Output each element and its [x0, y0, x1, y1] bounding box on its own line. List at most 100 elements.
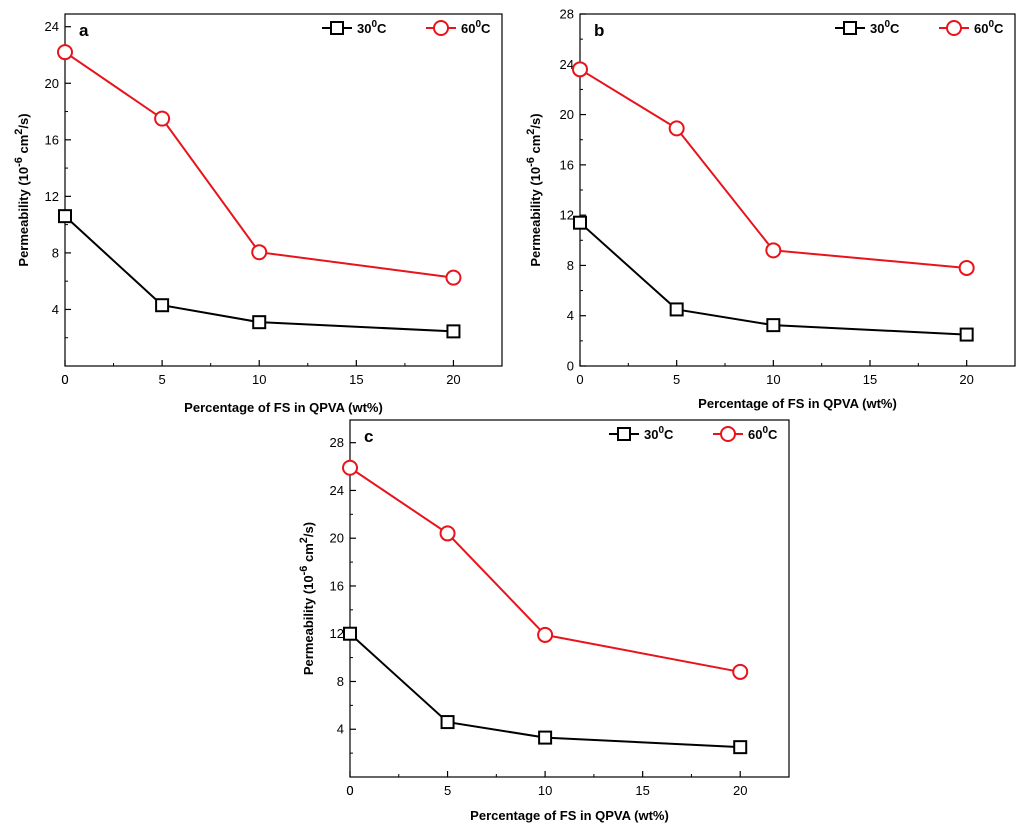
series-30-C	[58, 209, 461, 339]
x-tick-label: 5	[158, 372, 165, 387]
data-point	[669, 302, 684, 317]
legend-marker	[617, 427, 631, 441]
plot-frame	[579, 13, 1016, 367]
y-tick-label: 28	[560, 7, 574, 22]
x-tick-label: 20	[446, 372, 460, 387]
y-axis-title: Permeability (10-6 cm2/s)	[525, 113, 543, 266]
y-tick-label: 16	[330, 578, 344, 593]
y-axis-title: Permeability (10-6 cm2/s)	[298, 522, 316, 675]
plot-frame	[64, 13, 503, 367]
data-point	[959, 327, 974, 342]
x-tick-label: 15	[863, 372, 877, 387]
data-point	[343, 626, 357, 641]
data-point	[155, 298, 170, 313]
y-tick-label: 24	[330, 483, 344, 498]
data-point	[445, 269, 462, 286]
data-point	[732, 663, 749, 680]
data-point	[446, 324, 461, 339]
y-tick-label: 4	[567, 308, 574, 323]
plot-frame	[349, 419, 790, 778]
y-tick-label: 0	[567, 359, 574, 374]
x-tick-label: 5	[673, 372, 680, 387]
x-axis-title: Percentage of FS in QPVA (wt%)	[698, 396, 897, 411]
series-30-C	[343, 626, 748, 755]
data-point	[58, 209, 72, 224]
panel-label: c	[364, 427, 373, 446]
x-tick-label: 10	[538, 783, 552, 798]
origin-tick-label: 0	[61, 372, 68, 387]
y-axis-title: Permeability (10-6 cm2/s)	[13, 113, 31, 266]
x-tick-label: 15	[635, 783, 649, 798]
data-point	[537, 626, 554, 643]
y-tick-label: 8	[337, 674, 344, 689]
series-30-C	[573, 215, 974, 342]
series-60-C	[57, 44, 462, 286]
y-tick-label: 4	[52, 302, 59, 317]
x-tick-label: 10	[766, 372, 780, 387]
legend-label: 600C	[461, 19, 491, 36]
panel-label: b	[594, 21, 604, 40]
legend-marker	[433, 20, 449, 36]
legend: 300C 600C	[609, 425, 778, 442]
y-tick-label: 28	[330, 435, 344, 450]
legend-label: 600C	[748, 425, 778, 442]
data-point	[342, 459, 358, 476]
y-tick-label: 24	[560, 57, 574, 72]
y-tick-label: 12	[330, 626, 344, 641]
data-point	[538, 730, 553, 745]
series-line	[64, 215, 454, 333]
panel-label: a	[79, 21, 89, 40]
data-point	[958, 259, 975, 276]
data-point	[57, 44, 73, 61]
y-tick-label: 8	[52, 245, 59, 260]
series-line	[64, 51, 454, 279]
data-point	[765, 242, 782, 259]
legend-label: 300C	[644, 425, 674, 442]
series-line	[579, 68, 967, 269]
x-tick-label: 10	[252, 372, 266, 387]
series-line	[349, 632, 741, 749]
y-tick-label: 16	[45, 132, 59, 147]
series-60-C	[572, 61, 975, 276]
y-tick-label: 24	[45, 19, 59, 34]
x-tick-label: 0	[576, 372, 583, 387]
x-tick-label: 15	[349, 372, 363, 387]
legend-label: 300C	[870, 19, 900, 36]
data-point	[668, 120, 685, 137]
data-point	[766, 318, 781, 333]
legend-marker	[946, 20, 962, 36]
legend-label: 300C	[357, 19, 387, 36]
y-tick-label: 12	[560, 208, 574, 223]
data-point	[572, 61, 588, 78]
y-tick-label: 16	[560, 157, 574, 172]
x-tick-label: 20	[959, 372, 973, 387]
y-tick-label: 8	[567, 258, 574, 273]
x-tick-label: 20	[733, 783, 747, 798]
chart-panel-b: 0 5 10 15 20 0 4 8 12 16 20 24 28 b Percentage of FS i…	[525, 7, 1016, 411]
data-point	[251, 244, 268, 261]
legend-marker	[843, 21, 857, 35]
data-point	[252, 315, 267, 330]
y-tick-label: 20	[45, 76, 59, 91]
x-tick-label: 0	[61, 372, 68, 387]
series-60-C	[342, 459, 749, 680]
x-tick-label: 0	[346, 783, 353, 798]
x-tick-label: 5	[444, 783, 451, 798]
x-axis-title: Percentage of FS in QPVA (wt%)	[470, 808, 669, 823]
legend: 300C 600C	[322, 19, 491, 36]
data-point	[154, 110, 171, 127]
series-line	[579, 221, 967, 336]
legend: 300C 600C	[835, 19, 1004, 36]
data-point	[733, 740, 748, 755]
legend-label: 600C	[974, 19, 1004, 36]
legend-marker	[330, 21, 344, 35]
origin-tick-label: 0	[346, 783, 353, 798]
series-line	[349, 466, 741, 673]
data-point	[440, 715, 455, 730]
data-point	[439, 525, 456, 542]
data-point	[573, 215, 587, 230]
y-tick-label: 20	[560, 107, 574, 122]
